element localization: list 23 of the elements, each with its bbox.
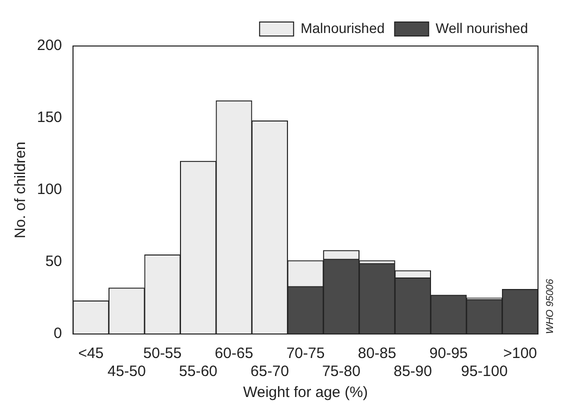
x-tick-label: 95-100	[460, 363, 508, 380]
y-tick-label: 0	[54, 325, 62, 342]
legend-label: Well nourished	[436, 20, 528, 36]
x-tick-label: >100	[503, 345, 538, 362]
y-tick-label: 200	[36, 37, 62, 54]
x-tick-label: 45-50	[107, 363, 146, 380]
x-tick-label: 75-80	[322, 363, 360, 380]
x-tick-label: 65-70	[250, 363, 289, 380]
x-tick-label: 50-55	[143, 345, 182, 362]
x-tick-label: 55-60	[179, 363, 218, 380]
text: WHO 95006	[544, 278, 556, 334]
x-tick-label: 90-95	[429, 345, 468, 362]
x-tick-label: 80-85	[358, 345, 396, 362]
y-tick-label: 100	[36, 181, 62, 198]
legend-label: Malnourished	[300, 20, 385, 36]
x-tick-label: 85-90	[394, 363, 432, 380]
x-tick-label: 70-75	[286, 345, 325, 362]
x-tick-label: <45	[78, 345, 104, 362]
y-axis-title: No. of children	[12, 142, 30, 238]
y-tick-label: 150	[36, 109, 62, 126]
x-axis-title: Weight for age (%)	[243, 384, 368, 402]
x-tick-label: 60-65	[214, 345, 254, 362]
y-tick-label: 50	[45, 253, 62, 270]
